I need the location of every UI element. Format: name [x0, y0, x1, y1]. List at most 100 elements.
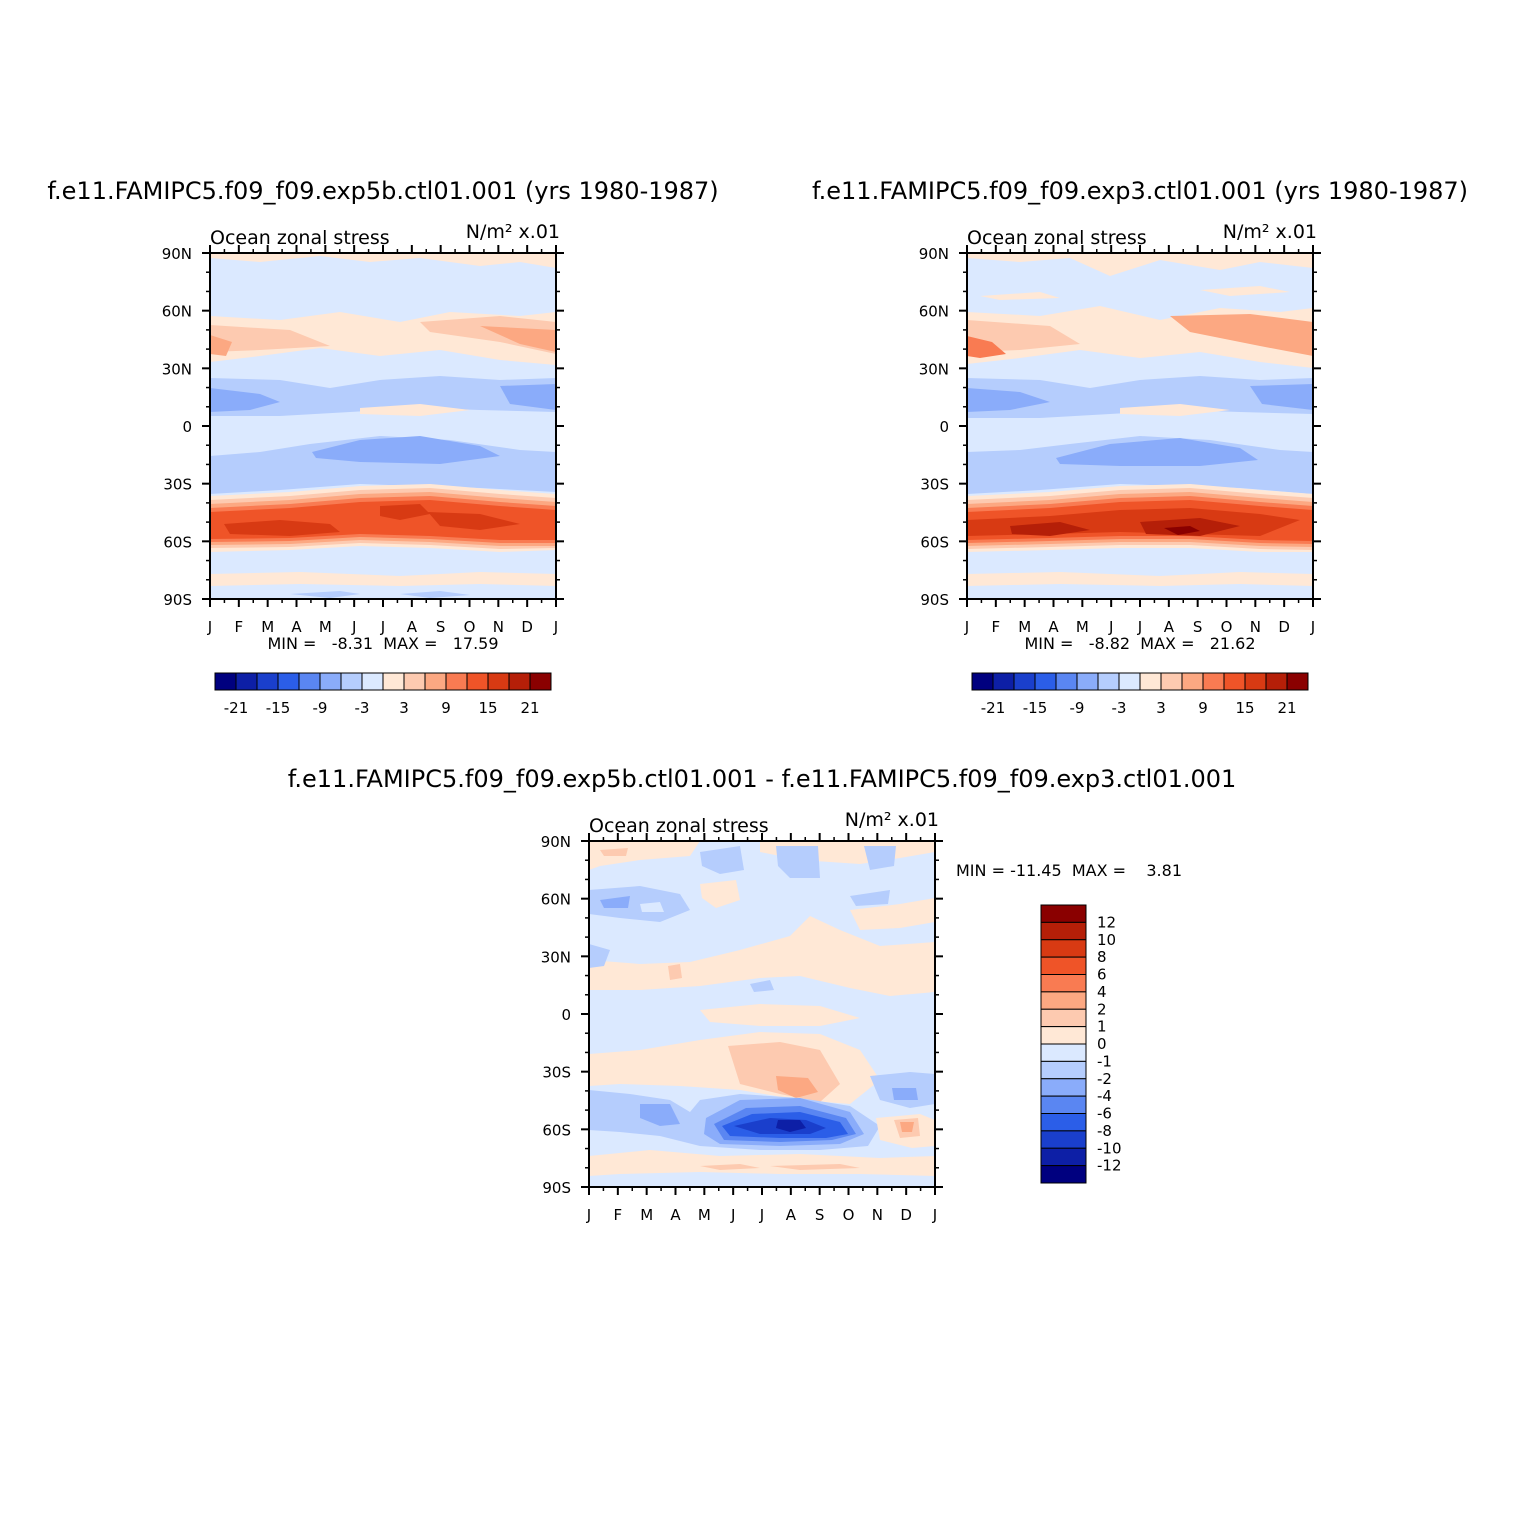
panel-1-title: f.e11.FAMIPC5.f09_f09.exp5b.ctl01.001 (y… [47, 177, 718, 205]
colorbar-label: 0 [1097, 1035, 1107, 1053]
colorbar-swatch [1040, 974, 1087, 993]
colorbar-swatch [992, 672, 1015, 691]
x-tick-label: A [291, 618, 302, 636]
y-tick-label: 90N [919, 245, 949, 263]
p3-band-antarctic-core-1 [700, 1164, 760, 1170]
p3-band-nh-midlat-core [668, 964, 682, 980]
colorbar-swatch [1040, 904, 1087, 923]
x-tick-label: J [964, 618, 969, 636]
p1-band-antarctic-negative-2 [400, 591, 470, 598]
panel-3-subtitle-right: N/m² x.01 [845, 809, 939, 831]
x-tick-label: F [614, 1206, 623, 1224]
colorbar-swatch [1265, 672, 1288, 691]
x-tick-label: J [207, 618, 212, 636]
colorbar-label: -4 [1097, 1087, 1112, 1105]
x-tick-label: A [407, 618, 418, 636]
colorbar-label: 9 [441, 699, 451, 717]
p1-band-arctic-positive [210, 253, 556, 268]
p1-band-antarctic-negative-1 [290, 591, 360, 598]
p2-band-trade-core-right [1250, 384, 1313, 410]
x-tick-label: N [872, 1206, 883, 1224]
colorbar-swatch [256, 672, 279, 691]
p3-band-antarctic-positive [589, 1150, 935, 1176]
colorbar-label: 8 [1097, 948, 1107, 966]
p2-band-trade-winds [967, 376, 1313, 418]
y-tick-label: 30N [162, 360, 192, 378]
p3-band-sh-negative-core [776, 1120, 806, 1132]
p3-band-subarctic-positive-2 [850, 898, 935, 930]
y-tick-label: 60N [541, 891, 571, 909]
panel-1-stats: MIN = -8.31 MAX = 17.59 [267, 634, 498, 653]
x-tick-label: S [1193, 618, 1203, 636]
p1-band-westerly-core-left [224, 520, 340, 536]
colorbar-swatch [508, 672, 531, 691]
x-tick-label: J [932, 1206, 937, 1224]
p2-band-westerly-core-left [1010, 522, 1090, 536]
p3-band-arctic-positive-1 [589, 841, 700, 870]
x-tick-label: J [553, 618, 558, 636]
p3-band-equatorial-positive [700, 1004, 860, 1026]
p3-band-subarctic-negative-core [600, 896, 630, 908]
p3-band-subarctic-negative-left [589, 886, 690, 922]
panel-2-stats: MIN = -8.82 MAX = 21.62 [1024, 634, 1255, 653]
p1-band-nh-westerly-left [210, 325, 330, 352]
p1-band-trade-winds [210, 376, 556, 416]
colorbar-label: -15 [266, 699, 291, 717]
colorbar-label: -9 [313, 699, 328, 717]
x-tick-label: S [436, 618, 446, 636]
p3-band-subarctic-negative-right [850, 890, 890, 906]
colorbar-label: 3 [399, 699, 409, 717]
p3-band-subarctic-positive-1 [700, 880, 740, 908]
x-tick-label: J [730, 1206, 735, 1224]
x-tick-label: D [521, 618, 533, 636]
p1-band-nh-core-left [210, 335, 232, 356]
colorbar-label: 6 [1097, 966, 1107, 984]
y-tick-label: 60N [919, 303, 949, 321]
colorbar-swatch [298, 672, 321, 691]
p2-band-nh-westerly-left [967, 320, 1080, 352]
panel-exp5b: f.e11.FAMIPC5.f09_f09.exp5b.ctl01.001 (y… [47, 177, 718, 717]
p3-band-sh-positive-max [776, 1076, 818, 1098]
colorbar-swatch [1040, 1043, 1087, 1062]
p1-band-equatorial-positive [360, 404, 470, 416]
colorbar-label: 2 [1097, 1000, 1107, 1018]
y-tick-label: 90S [920, 591, 949, 609]
x-tick-label: J [1108, 618, 1113, 636]
x-tick-label: O [464, 618, 476, 636]
y-tick-label: 90S [163, 591, 192, 609]
p3-band-sh-negative-left-patch [640, 1104, 680, 1126]
y-tick-label: 30N [919, 360, 949, 378]
colorbar-label: 1 [1097, 1018, 1107, 1036]
colorbar-swatch [1013, 672, 1036, 691]
colorbar-label: 9 [1198, 699, 1208, 717]
colorbar-swatch [1055, 672, 1078, 691]
p2-band-nh-westerly-right [1170, 314, 1313, 356]
x-tick-label: M [640, 1206, 653, 1224]
x-tick-label: J [380, 618, 385, 636]
colorbar-swatch [1040, 1130, 1087, 1149]
colorbar-swatch [1040, 1095, 1087, 1114]
colorbar-swatch [1040, 991, 1087, 1010]
colorbar-label: 15 [478, 699, 497, 717]
panel-2-colorbar: -21 -15 -9 -3 3 9 15 21 [971, 672, 1309, 717]
colorbar-swatch [403, 672, 426, 691]
colorbar-swatch [466, 672, 489, 691]
colorbar-label: 12 [1097, 913, 1116, 931]
x-tick-label: D [900, 1206, 912, 1224]
y-tick-label: 0 [182, 418, 192, 436]
colorbar-swatch [340, 672, 363, 691]
panel-2-subtitle-left: Ocean zonal stress [967, 227, 1147, 249]
panel-2-title: f.e11.FAMIPC5.f09_f09.exp3.ctl01.001 (yr… [812, 177, 1468, 205]
colorbar-swatch [487, 672, 510, 691]
panel-3-title: f.e11.FAMIPC5.f09_f09.exp5b.ctl01.001 - … [288, 765, 1237, 793]
x-tick-label: F [235, 618, 244, 636]
p3-band-arctic-positive-core [600, 848, 628, 856]
p3-band-nh-negative-left [589, 944, 610, 968]
x-tick-label: A [1164, 618, 1175, 636]
x-tick-label: J [1137, 618, 1142, 636]
p2-band-subarctic-patch-2 [1200, 286, 1290, 296]
